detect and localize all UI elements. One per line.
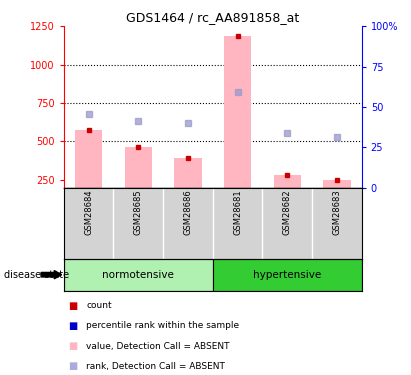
Text: GSM28682: GSM28682 [283, 190, 292, 235]
Bar [224, 36, 251, 188]
Text: GSM28681: GSM28681 [233, 190, 242, 235]
Text: GSM28685: GSM28685 [134, 190, 143, 235]
Bar [213, 259, 362, 291]
Text: count: count [86, 301, 112, 310]
Bar [125, 147, 152, 188]
Text: GSM28686: GSM28686 [183, 190, 192, 236]
Text: ■: ■ [68, 362, 77, 371]
Text: value, Detection Call = ABSENT: value, Detection Call = ABSENT [86, 342, 230, 351]
Text: disease state: disease state [4, 270, 69, 280]
Text: GSM28684: GSM28684 [84, 190, 93, 235]
Text: GSM28683: GSM28683 [332, 190, 342, 236]
Text: hypertensive: hypertensive [253, 270, 321, 280]
Bar [274, 175, 301, 188]
Bar [174, 158, 201, 188]
Text: rank, Detection Call = ABSENT: rank, Detection Call = ABSENT [86, 362, 225, 371]
Bar [75, 130, 102, 188]
Bar [323, 180, 351, 188]
Text: percentile rank within the sample: percentile rank within the sample [86, 321, 240, 330]
Text: normotensive: normotensive [102, 270, 174, 280]
Bar [64, 259, 213, 291]
Text: ■: ■ [68, 321, 77, 331]
Title: GDS1464 / rc_AA891858_at: GDS1464 / rc_AA891858_at [126, 11, 299, 24]
Text: ■: ■ [68, 341, 77, 351]
Text: ■: ■ [68, 301, 77, 310]
